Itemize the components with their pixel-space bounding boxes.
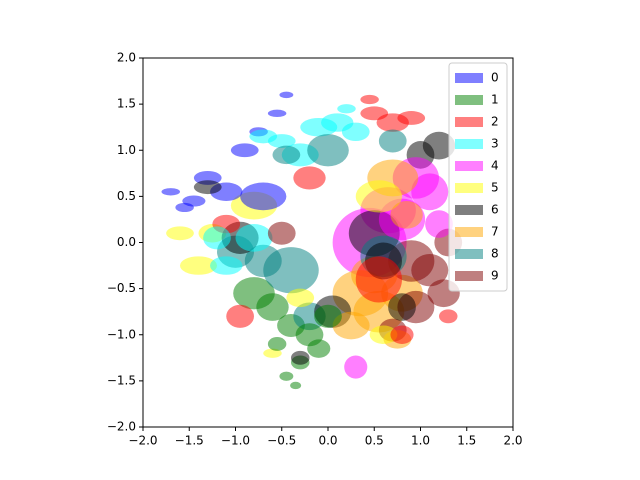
ellipse bbox=[411, 173, 449, 211]
ellipse bbox=[355, 256, 402, 303]
ellipse bbox=[240, 182, 287, 211]
legend: 0 1 2 3 4 5 6 7 8 9 bbox=[448, 62, 508, 292]
ellipse bbox=[193, 180, 222, 195]
y-tick-label: 0.0 bbox=[117, 235, 136, 249]
legend-label: 8 bbox=[491, 247, 499, 261]
ellipse bbox=[390, 325, 414, 344]
ellipse bbox=[279, 91, 294, 99]
y-tick-label: −0.5 bbox=[107, 281, 136, 295]
plot-area bbox=[161, 91, 463, 390]
x-tick-label: −1.0 bbox=[221, 434, 250, 448]
ellipse bbox=[175, 202, 194, 213]
ellipse bbox=[210, 256, 243, 275]
legend-swatch bbox=[455, 73, 483, 83]
x-tick-label: −1.5 bbox=[175, 434, 204, 448]
ellipse bbox=[390, 200, 423, 229]
legend-swatch bbox=[455, 139, 483, 149]
ellipse bbox=[180, 256, 217, 275]
ellipse bbox=[378, 129, 407, 153]
y-tick-label: −1.0 bbox=[107, 327, 136, 341]
ellipse bbox=[161, 188, 180, 196]
legend-label: 1 bbox=[491, 93, 499, 107]
y-tick-label: 2.0 bbox=[117, 51, 136, 65]
legend-swatch bbox=[455, 249, 483, 259]
legend-swatch bbox=[455, 161, 483, 171]
y-tick-label: −2.0 bbox=[107, 420, 136, 434]
ellipse bbox=[425, 210, 453, 238]
ellipse bbox=[290, 381, 302, 390]
y-tick-label: −1.5 bbox=[107, 373, 136, 387]
ellipse bbox=[369, 325, 398, 344]
ellipse bbox=[439, 309, 458, 324]
ellipse bbox=[286, 288, 315, 308]
ellipse bbox=[341, 122, 370, 142]
ellipse bbox=[267, 221, 296, 245]
x-tick-label: −2.0 bbox=[128, 434, 157, 448]
ellipse bbox=[337, 104, 356, 114]
legend-label: 7 bbox=[491, 225, 499, 239]
x-tick-label: 2.0 bbox=[503, 434, 522, 448]
legend-swatch bbox=[455, 117, 483, 127]
x-tick-label: 1.0 bbox=[411, 434, 430, 448]
ellipse bbox=[291, 350, 310, 365]
ellipse bbox=[307, 339, 331, 358]
legend-swatch bbox=[455, 95, 483, 105]
legend-swatch bbox=[455, 205, 483, 215]
legend-label: 6 bbox=[491, 203, 499, 217]
ellipse bbox=[397, 111, 426, 125]
legend-swatch bbox=[455, 271, 483, 281]
ellipse bbox=[235, 224, 273, 252]
legend-label: 5 bbox=[491, 181, 499, 195]
legend-label: 3 bbox=[491, 137, 499, 151]
ellipse bbox=[203, 226, 231, 250]
ellipse bbox=[267, 109, 287, 118]
ellipse bbox=[230, 143, 259, 158]
ellipse bbox=[293, 166, 326, 190]
x-tick-label: 0.0 bbox=[318, 434, 337, 448]
ellipse bbox=[166, 226, 194, 241]
ellipse bbox=[344, 355, 368, 379]
x-tick-label: −0.5 bbox=[267, 434, 296, 448]
ellipse bbox=[388, 293, 416, 321]
x-tick-label: 0.5 bbox=[365, 434, 384, 448]
ellipse bbox=[244, 244, 282, 278]
legend-swatch bbox=[455, 227, 483, 237]
ellipse bbox=[279, 371, 294, 381]
legend-swatch bbox=[455, 183, 483, 193]
ellipse bbox=[263, 348, 282, 358]
ellipse bbox=[307, 134, 349, 167]
ellipse bbox=[267, 337, 287, 351]
legend-label: 2 bbox=[491, 115, 499, 129]
ellipse bbox=[314, 304, 342, 328]
ellipse bbox=[360, 94, 379, 105]
ellipse bbox=[355, 180, 402, 213]
x-tick-label: 1.5 bbox=[457, 434, 476, 448]
ellipse bbox=[249, 129, 278, 144]
ellipse bbox=[226, 304, 254, 328]
legend-label: 9 bbox=[491, 269, 499, 283]
ellipse bbox=[256, 293, 289, 321]
y-tick-label: 1.5 bbox=[117, 97, 136, 111]
ellipse bbox=[332, 311, 370, 340]
legend-label: 4 bbox=[491, 159, 499, 173]
ellipse bbox=[272, 145, 301, 165]
legend-label: 0 bbox=[491, 71, 499, 85]
y-tick-label: 0.5 bbox=[117, 189, 136, 203]
y-tick-label: 1.0 bbox=[117, 143, 136, 157]
